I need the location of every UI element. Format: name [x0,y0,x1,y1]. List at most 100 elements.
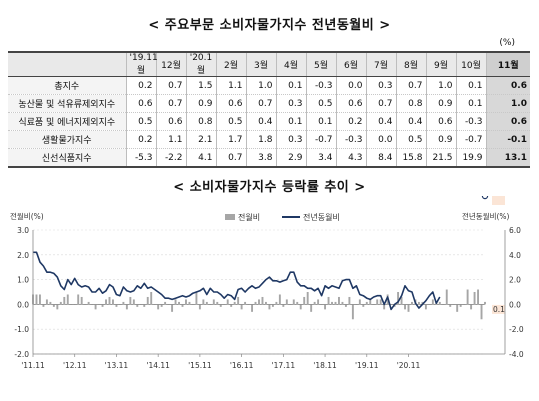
table-unit: (%) [499,38,515,48]
bar [397,292,400,305]
table-cell: 1.0 [485,94,530,113]
bar [327,296,330,305]
row-label: 생활물가지수 [8,130,127,149]
table-cell: 0.1 [455,94,487,113]
bar [212,299,215,305]
bar [348,296,351,305]
chart-title: < 소비자물가지수 등락률 추이 > [173,180,366,195]
bar [372,304,375,305]
bar [247,304,250,305]
bar [139,304,142,305]
bar [404,304,406,310]
table-cell: -0.3 [305,76,337,95]
table-cell: 0.0 [335,76,367,95]
table-cell: 0.9 [425,94,457,113]
bar [112,299,114,305]
bar [268,304,271,310]
table-cell: 0.6 [125,94,157,113]
bar [463,304,466,305]
table-cell: 1.8 [245,130,277,149]
bar [198,304,201,310]
bar [449,304,452,307]
bar [237,296,240,305]
table-cell: -0.7 [455,130,487,149]
yoy-end-point [481,196,489,200]
x-tick-label: '19.11 [355,361,379,370]
bar [320,304,323,305]
bar [477,289,480,305]
bar [132,299,135,305]
table-cell: 0.8 [395,94,427,113]
bar [331,301,333,305]
bar [251,304,254,312]
column-header: 3월 [245,51,277,77]
bar [383,304,386,310]
left-tick-label: -1.0 [14,325,29,334]
bar [87,301,90,305]
bar [334,301,337,305]
table-cell: -0.3 [455,112,487,131]
table-cell: 0.7 [395,76,427,95]
table-cell: 0.7 [155,94,187,113]
column-header: '20.1월 [185,51,217,77]
bar [185,299,187,305]
left-tick-label: 1.0 [17,276,29,285]
table-cell: 0.3 [275,94,307,113]
bar [442,304,445,305]
table-cell: 0.6 [335,94,367,113]
chart-axes: 3.0 2.0 1.0 0.0 -1.0 -2.0 6.0 4.0 2.0 0.0 -2.0 -4.0… [14,226,524,370]
bar [278,294,281,305]
bar [35,294,38,305]
x-tick-label: '17.11 [272,361,296,370]
bar [470,304,473,310]
bar [292,299,295,305]
column-header: 10월 [455,51,487,77]
bar [428,304,431,305]
column-header: 8월 [395,51,427,77]
bar [484,301,486,305]
right-axis-title: 전년동월비(%) [462,211,510,221]
table-title: < 주요부문 소비자물가지수 전년동월비 > [148,18,391,33]
table-cell: 0.6 [485,112,530,131]
table-cell: 0.3 [365,76,397,95]
bar [459,304,462,307]
table-cell: 2.1 [185,130,217,149]
inflation-table: '19.11월 12월 '20.1월 2월 3월 4월 5월 6월 7월 8월 9월 10월 11월 총… [8,51,530,168]
right-tick-label: 0.0 [509,300,521,309]
column-header: 11월 [485,51,530,77]
bar [365,301,368,305]
bar [355,304,358,305]
table-cell: 0.6 [155,112,187,131]
left-tick-label: 2.0 [17,251,29,260]
table-cell: 1.7 [215,130,247,149]
legend-bar-label: 전월비 [238,212,260,222]
bar [317,299,320,305]
bar [341,301,344,305]
bar [73,304,76,305]
bar [157,304,160,310]
bar [445,289,448,305]
bar [181,304,184,307]
bar [438,301,441,305]
table-cell: 0.0 [365,130,397,149]
bar [226,299,229,305]
bar [299,304,302,310]
table-row: 농산물 및 석유류제외지수 0.6 0.7 0.9 0.6 0.7 0.3 0.5 0.6 0.7… [8,94,530,113]
column-header: 6월 [335,51,367,77]
bar [351,304,354,320]
table-row: 식료품 및 에너지제외지수 0.5 0.6 0.8 0.5 0.4 0.1 0.1 0.2 0.4… [8,112,530,131]
bar [233,301,236,305]
chart-legend: 전월비 전년동월비 [225,212,340,222]
column-header: 5월 [305,51,337,77]
bar [338,296,340,305]
row-label: 농산물 및 석유류제외지수 [8,94,127,113]
bar [456,304,459,312]
table-cell: 0.1 [305,112,337,131]
bar [59,301,62,305]
end-label-line: 0.6 [493,196,505,198]
table-cell: -0.1 [485,130,530,149]
bar [271,304,274,307]
row-label: 식료품 및 에너지제외지수 [8,112,127,131]
bar [344,304,347,307]
table-row: 생활물가지수 0.2 1.1 2.1 1.7 1.8 0.3 -0.7 -0.3 0.0 0.5 0.… [8,130,530,149]
